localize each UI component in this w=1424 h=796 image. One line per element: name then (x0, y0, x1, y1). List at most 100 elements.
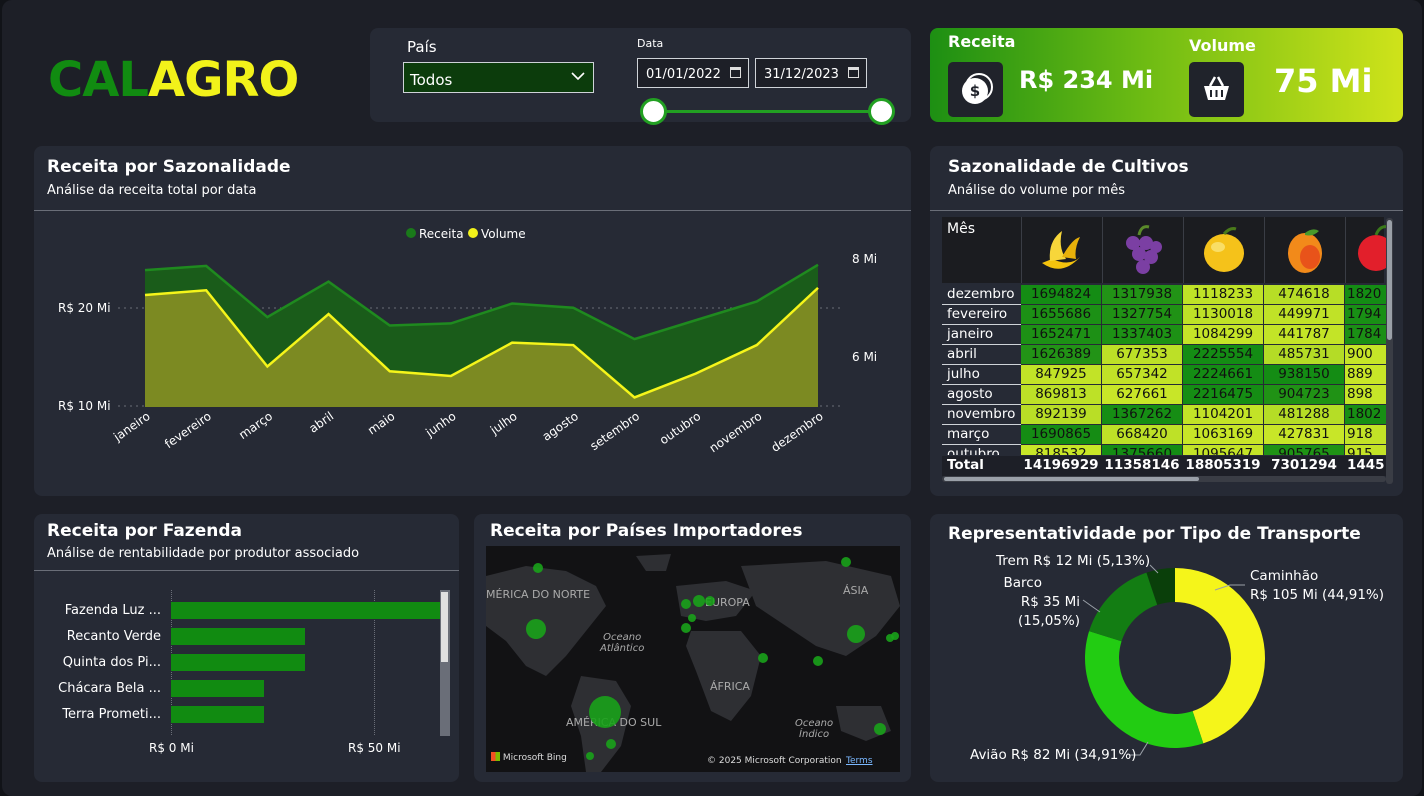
map-bubble[interactable] (813, 656, 823, 666)
grape-icon (1126, 225, 1162, 274)
paises-title: Receita por Países Importadores (490, 521, 803, 541)
matrix-vertical-scrollbar[interactable] (1386, 218, 1393, 484)
money-icon: $ (948, 62, 1003, 117)
y-left-tick: R$ 10 Mi (58, 399, 111, 413)
map-label: ÁSIA (843, 584, 869, 597)
map-copyright: © 2025 Microsoft Corporation (707, 756, 842, 766)
month-cell: outubro (947, 446, 1000, 455)
matrix-row: fevereiro 1655686 1327754 1130018 449971 1794 (942, 305, 1386, 325)
kpi-receita-label: Receita (948, 32, 1016, 51)
fruit-header (1021, 217, 1101, 283)
data-label: Data (637, 37, 664, 50)
map-bubble[interactable] (847, 625, 865, 643)
date-slider-end-handle[interactable] (868, 98, 895, 125)
date-slider-start-handle[interactable] (640, 98, 667, 125)
value-cell: 869813 (1021, 385, 1101, 404)
value-cell: 889 (1345, 365, 1386, 384)
value-cell: 898 (1345, 385, 1386, 404)
receita-line (144, 263, 819, 341)
legend-receita: Receita (406, 227, 464, 241)
sazonalidade-chart: janeiro fevereiro março abril maio junho julho… (110, 263, 840, 455)
map-bubble[interactable] (891, 632, 899, 640)
value-cell: 2216475 (1183, 385, 1263, 404)
map-bubble[interactable] (586, 752, 594, 760)
month-cell: agosto (947, 386, 993, 402)
map-bubble[interactable] (589, 696, 621, 728)
bar[interactable] (171, 706, 265, 723)
map-bubble[interactable] (758, 653, 768, 663)
value-cell: 1317938 (1102, 285, 1182, 304)
mes-header: Mês (947, 221, 975, 237)
total-cell: 14196929 (1023, 457, 1099, 473)
bar-label: Chácara Bela ... (58, 681, 161, 696)
row-divider (942, 444, 1021, 445)
donut-label-trem: Trem R$ 12 Mi (5,13%) (996, 553, 1151, 569)
month-cell: dezembro (947, 286, 1015, 302)
bar[interactable] (171, 680, 265, 697)
divider (930, 210, 1403, 211)
total-cell: 11358146 (1104, 457, 1180, 473)
value-cell: 1095647 (1183, 445, 1263, 455)
map-bubble[interactable] (705, 596, 715, 606)
kpi-receita-value: R$ 234 Mi (1019, 66, 1154, 94)
map-bubble[interactable] (533, 563, 543, 573)
pais-label: País (407, 38, 437, 56)
map-terms-link[interactable]: Terms (846, 756, 873, 766)
map-label: EUROPA (705, 596, 750, 609)
matrix-rows: dezembro 1694824 1317938 1118233 474618 1820 f… (942, 285, 1386, 455)
fazenda-scrollbar[interactable] (440, 590, 450, 736)
sazonalidade-subtitle: Análise da receita total por data (47, 183, 257, 198)
date-start-input[interactable]: 01/01/2022 (637, 58, 749, 88)
matrix-row: março 1690865 668420 1063169 427831 918 (942, 425, 1386, 445)
matrix-horizontal-scrollbar[interactable] (942, 476, 1386, 482)
basket-icon (1189, 62, 1244, 117)
value-cell: 905765 (1264, 445, 1344, 455)
value-cell: 1084299 (1183, 325, 1263, 344)
volume-line (144, 286, 819, 399)
row-divider (942, 324, 1021, 325)
map-bubble[interactable] (526, 619, 546, 639)
bar[interactable] (171, 628, 305, 645)
donut-slice-aviao (1084, 631, 1204, 749)
value-cell: 918 (1345, 425, 1386, 444)
bar[interactable] (171, 654, 305, 671)
donut-label-caminhao: Caminhão R$ 105 Mi (44,91%) (1250, 568, 1385, 603)
map-bubble[interactable] (681, 599, 691, 609)
map-bubble[interactable] (693, 595, 705, 607)
map-label: MÉRICA DO NORTE (486, 588, 591, 601)
map-bubble[interactable] (874, 723, 886, 735)
map-bubble[interactable] (606, 739, 616, 749)
value-cell: 938150 (1264, 365, 1344, 384)
y-left-tick: R$ 20 Mi (58, 301, 111, 315)
value-cell: 1794 (1345, 305, 1386, 324)
value-cell: 668420 (1102, 425, 1182, 444)
fruit-header (1183, 217, 1263, 283)
map-bubble[interactable] (688, 614, 696, 622)
transporte-title: Representatividade por Tipo de Transport… (948, 524, 1361, 544)
date-end-input[interactable]: 31/12/2023 (755, 58, 867, 88)
month-cell: janeiro (947, 326, 994, 342)
matrix-row: agosto 869813 627661 2216475 904723 898 (942, 385, 1386, 405)
bar[interactable] (171, 602, 444, 619)
map-bubble[interactable] (681, 623, 691, 633)
matrix-row: abril 1626389 677353 2225554 485731 900 (942, 345, 1386, 365)
value-cell: 904723 (1264, 385, 1344, 404)
map-bubble[interactable] (886, 634, 894, 642)
banana-icon (1042, 231, 1080, 269)
map-label: Oceano Índico (795, 718, 834, 740)
value-cell: 818532 (1021, 445, 1101, 455)
peach-icon (1288, 229, 1322, 273)
cultivos-subtitle: Análise do volume por mês (948, 183, 1125, 198)
date-slider-track[interactable] (653, 110, 881, 113)
fruit-header (1264, 217, 1344, 283)
x-tick: R$ 0 Mi (149, 741, 194, 755)
mango-icon (1204, 227, 1244, 272)
bing-logo: Microsoft Bing (491, 752, 567, 763)
pais-dropdown[interactable]: Todos (403, 62, 594, 93)
map-bubble[interactable] (841, 557, 851, 567)
world-map[interactable]: MÉRICA DO NORTE EUROPA ÁSIA Oceano Atlân… (486, 546, 900, 772)
matrix-row: janeiro 1652471 1337403 1084299 441787 1784 (942, 325, 1386, 345)
donut-slice-barco (1089, 572, 1158, 642)
row-divider (942, 384, 1021, 385)
kpi-volume-label: Volume (1189, 36, 1256, 55)
